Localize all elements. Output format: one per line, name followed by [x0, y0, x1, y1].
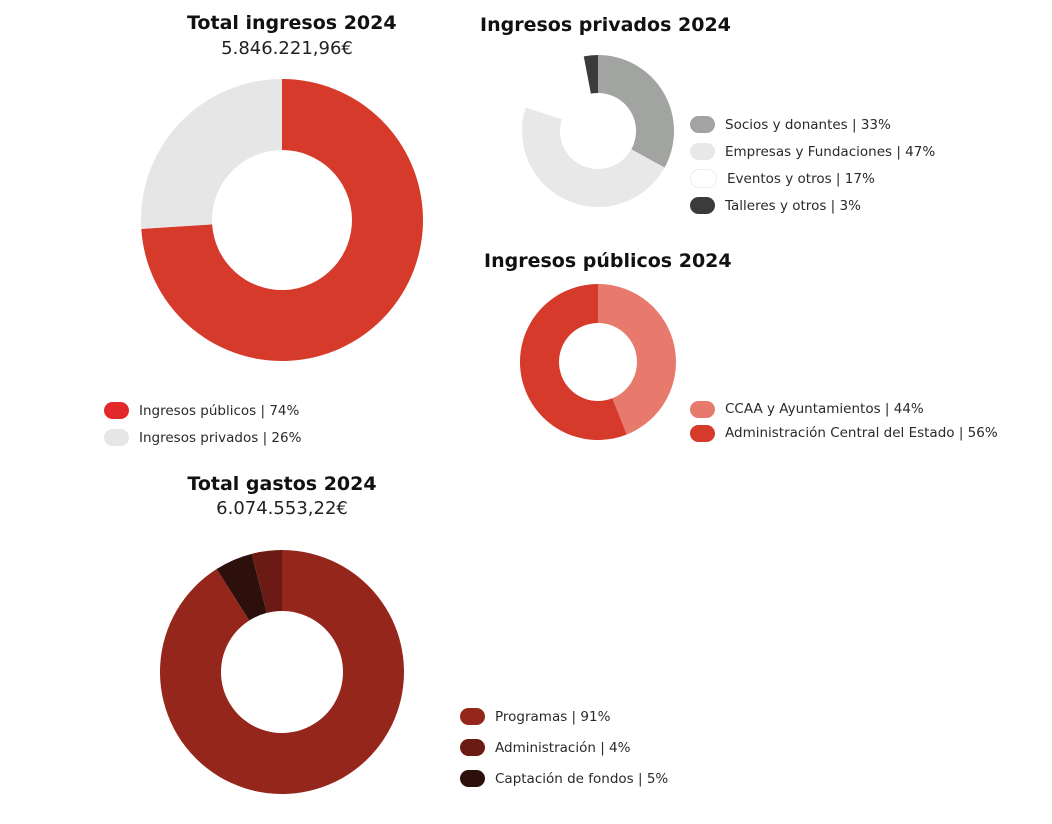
legend-label: CCAA y Ayuntamientos | 44%: [725, 401, 924, 417]
ingresos-publicos-slice-ccaa-y-ayuntamientos: [598, 284, 677, 435]
ingresos-publicos-title: Ingresos públicos 2024: [484, 250, 732, 272]
legend-item: Talleres y otros | 3%: [690, 192, 935, 219]
legend-swatch: [690, 143, 715, 160]
total-ingresos-legend: Ingresos públicos | 74% Ingresos privados…: [104, 397, 301, 451]
ingresos-privados-slice-talleres-y-otros: [583, 55, 598, 94]
legend-swatch: [690, 169, 717, 188]
ingresos-privados-legend: Socios y donantes | 33% Empresas y Fundac…: [690, 111, 935, 219]
legend-item: CCAA y Ayuntamientos | 44%: [690, 397, 998, 421]
legend-item: Socios y donantes | 33%: [690, 111, 935, 138]
total-gastos-slice-captaci-n-de-fondos: [216, 553, 267, 621]
total-gastos-amount: 6.074.553,22€: [216, 498, 348, 519]
legend-swatch: [690, 400, 715, 418]
total-gastos-slice-administraci-n: [251, 550, 282, 613]
ingresos-publicos-legend: CCAA y Ayuntamientos | 44% Administración…: [690, 397, 998, 445]
ingresos-privados-slice-eventos-y-otros: [525, 56, 591, 120]
ingresos-privados-title: Ingresos privados 2024: [480, 14, 731, 36]
legend-label: Ingresos públicos | 74%: [139, 402, 300, 419]
legend-item: Empresas y Fundaciones | 47%: [690, 138, 935, 165]
legend-swatch: [460, 708, 485, 725]
total-gastos-legend: Programas | 91% Administración | 4% Captac…: [460, 701, 668, 794]
legend-item: Administración Central del Estado | 56%: [690, 421, 998, 445]
total-gastos-title: Total gastos 2024: [187, 473, 377, 495]
legend-item: Eventos y otros | 17%: [690, 165, 935, 192]
legend-swatch: [460, 739, 485, 756]
ingresos-privados-slice-empresas-y-fundaciones: [522, 107, 665, 207]
legend-label: Ingresos privados | 26%: [139, 429, 302, 446]
legend-item: Ingresos públicos | 74%: [104, 397, 301, 424]
ingresos-publicos-slice-administraci-n-central-del-estado: [520, 284, 627, 441]
legend-swatch: [460, 770, 485, 787]
legend-item: Ingresos privados | 26%: [104, 424, 301, 451]
legend-label: Administración Central del Estado | 56%: [725, 425, 998, 441]
ingresos-privados-slice-socios-y-donantes: [598, 55, 674, 168]
legend-swatch: [690, 197, 715, 214]
total-ingresos-slice-ingresos-privados: [141, 79, 282, 229]
legend-label: Empresas y Fundaciones | 47%: [725, 143, 936, 160]
legend-item: Programas | 91%: [460, 701, 668, 732]
legend-swatch: [690, 116, 715, 133]
legend-swatch: [104, 429, 129, 446]
legend-label: Socios y donantes | 33%: [725, 116, 891, 133]
total-ingresos-slice-ingresos-p-blicos: [141, 79, 423, 361]
total-gastos-slice-programas: [159, 550, 404, 794]
legend-label: Talleres y otros | 3%: [725, 197, 861, 214]
legend-item: Captación de fondos | 5%: [460, 763, 668, 794]
legend-label: Eventos y otros | 17%: [727, 170, 875, 187]
legend-item: Administración | 4%: [460, 732, 668, 763]
legend-swatch: [690, 424, 715, 442]
total-ingresos-amount: 5.846.221,96€: [221, 38, 353, 59]
total-ingresos-title: Total ingresos 2024: [187, 12, 397, 34]
legend-swatch: [104, 402, 129, 419]
